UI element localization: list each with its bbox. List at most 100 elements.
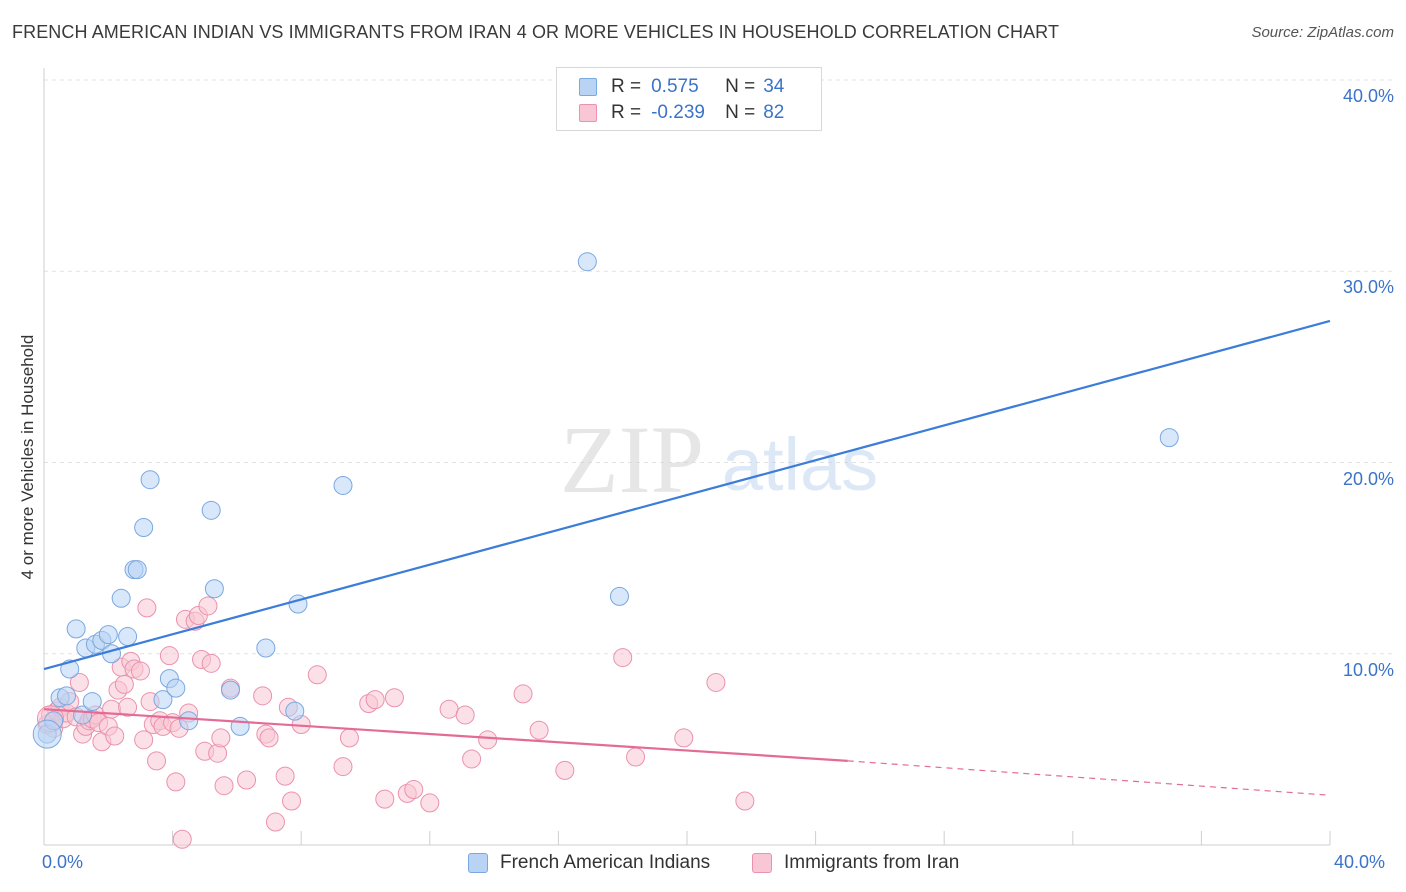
legend-swatch-blue xyxy=(579,78,597,96)
legend-label-immigrants-from-iran: Immigrants from Iran xyxy=(784,852,960,873)
point-immigrants-from-iran xyxy=(613,648,633,668)
point-immigrants-from-iran xyxy=(420,793,440,813)
legend-item-french-american-indians[interactable]: French American Indians xyxy=(468,852,710,874)
legend-swatch-blue xyxy=(468,853,488,873)
trend-line-0 xyxy=(43,319,1331,671)
point-immigrants-from-iran xyxy=(201,653,221,673)
point-immigrants-from-iran xyxy=(130,661,150,681)
legend-r-label: R = xyxy=(611,76,642,97)
source-label: Source: ZipAtlas.com xyxy=(1251,24,1394,41)
chart-title: FRENCH AMERICAN INDIAN VS IMMIGRANTS FRO… xyxy=(12,22,1060,42)
point-french-american-indians xyxy=(204,579,224,599)
y-tick-label-40: 40.0% xyxy=(1342,86,1394,106)
point-immigrants-from-iran xyxy=(118,697,138,717)
point-immigrants-from-iran xyxy=(455,705,475,725)
trend-line-1 xyxy=(43,708,848,762)
point-immigrants-from-iran xyxy=(105,726,125,746)
point-immigrants-from-iran xyxy=(172,829,192,849)
point-immigrants-from-iran xyxy=(404,780,424,800)
point-immigrants-from-iran xyxy=(137,598,157,618)
point-immigrants-from-iran xyxy=(275,766,295,786)
legend-label-french-american-indians: French American Indians xyxy=(500,852,711,873)
point-immigrants-from-iran xyxy=(208,743,228,763)
point-french-american-indians xyxy=(60,659,80,679)
correlation-legend: R = 0.575 N = 34 R = -0.239 N = 82 xyxy=(556,67,822,131)
legend-n-value-pink: 82 xyxy=(763,102,785,123)
point-immigrants-from-iran xyxy=(384,688,404,708)
legend-item-immigrants-from-iran[interactable]: Immigrants from Iran xyxy=(752,852,959,874)
legend-swatch-pink xyxy=(579,104,597,122)
x-tick-label-min: 0.0% xyxy=(42,852,84,872)
trend-lines xyxy=(43,319,1331,796)
legend-row-pink: R = -0.239 N = 82 xyxy=(579,101,784,125)
point-french-american-indians xyxy=(609,586,629,606)
point-immigrants-from-iran xyxy=(282,791,302,811)
watermark-zip: ZIP xyxy=(560,406,704,513)
point-french-american-indians xyxy=(82,692,102,712)
point-french-american-indians xyxy=(98,625,118,645)
point-french-american-indians xyxy=(166,678,186,698)
point-immigrants-from-iran xyxy=(198,596,218,616)
point-french-american-indians xyxy=(118,627,138,647)
point-immigrants-from-iran xyxy=(333,757,353,777)
zipatlas-watermark: ZIP atlas xyxy=(560,406,878,513)
legend-n-value-blue: 34 xyxy=(763,76,785,97)
series-french-american-indians xyxy=(32,252,1179,749)
legend-n-label: N = xyxy=(725,102,756,123)
point-immigrants-from-iran xyxy=(237,770,257,790)
series-legend: French American Indians Immigrants from … xyxy=(0,852,1406,878)
point-french-american-indians xyxy=(230,716,250,736)
point-french-american-indians xyxy=(1159,428,1179,448)
point-french-american-indians xyxy=(57,686,77,706)
point-immigrants-from-iran xyxy=(513,684,533,704)
series-immigrants-from-iran xyxy=(36,596,755,849)
legend-swatch-pink xyxy=(752,853,772,873)
point-immigrants-from-iran xyxy=(375,789,395,809)
legend-r-value-blue: 0.575 xyxy=(651,76,699,97)
point-french-american-indians xyxy=(577,252,597,272)
point-immigrants-from-iran xyxy=(166,772,186,792)
point-french-american-indians xyxy=(333,475,353,495)
point-immigrants-from-iran xyxy=(159,646,179,666)
x-tick-label-max: 40.0% xyxy=(1334,852,1386,872)
point-immigrants-from-iran xyxy=(253,686,273,706)
gridlines xyxy=(44,79,1392,655)
point-immigrants-from-iran xyxy=(147,751,167,771)
point-immigrants-from-iran xyxy=(626,747,646,767)
point-french-american-indians xyxy=(256,638,276,658)
point-immigrants-from-iran xyxy=(478,730,498,750)
point-french-american-indians xyxy=(285,701,305,721)
point-french-american-indians xyxy=(153,690,173,710)
point-immigrants-from-iran xyxy=(265,812,285,832)
legend-row-blue: R = 0.575 N = 34 xyxy=(579,75,784,99)
point-french-american-indians xyxy=(201,500,221,520)
point-french-american-indians xyxy=(102,644,122,664)
point-immigrants-from-iran xyxy=(555,760,575,780)
y-tick-label-20: 20.0% xyxy=(1342,468,1394,489)
point-immigrants-from-iran xyxy=(259,728,279,748)
point-immigrants-from-iran xyxy=(114,674,134,694)
point-immigrants-from-iran xyxy=(307,665,327,685)
point-french-american-indians xyxy=(127,560,147,580)
point-french-american-indians xyxy=(134,518,154,538)
y-tick-label-10: 10.0% xyxy=(1342,659,1394,680)
point-immigrants-from-iran xyxy=(462,749,482,769)
point-french-american-indians xyxy=(220,680,240,700)
y-tick-label-30: 30.0% xyxy=(1342,277,1394,298)
point-french-american-indians xyxy=(66,619,86,639)
point-immigrants-from-iran xyxy=(339,728,359,748)
point-immigrants-from-iran xyxy=(706,672,726,692)
point-french-american-indians xyxy=(111,588,131,608)
point-french-american-indians xyxy=(32,719,62,749)
point-immigrants-from-iran xyxy=(102,699,122,719)
point-immigrants-from-iran xyxy=(365,690,385,710)
point-immigrants-from-iran xyxy=(134,730,154,750)
point-immigrants-from-iran xyxy=(214,776,234,796)
point-immigrants-from-iran xyxy=(674,728,694,748)
legend-r-label: R = xyxy=(611,102,642,123)
point-immigrants-from-iran xyxy=(211,728,231,748)
point-immigrants-from-iran xyxy=(529,720,549,740)
point-immigrants-from-iran xyxy=(735,791,755,811)
point-french-american-indians xyxy=(140,470,160,490)
